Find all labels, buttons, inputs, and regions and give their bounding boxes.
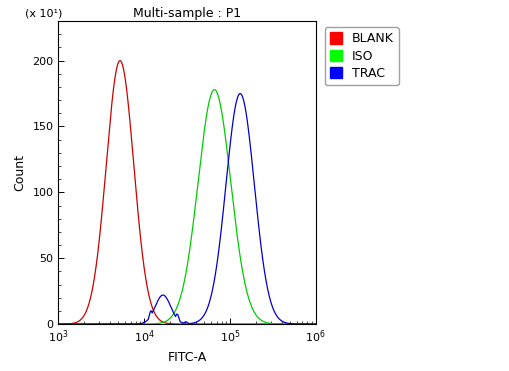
X-axis label: FITC-A: FITC-A [167,351,207,364]
Legend: BLANK, ISO, TRAC: BLANK, ISO, TRAC [325,27,399,85]
Y-axis label: Count: Count [14,154,26,191]
Title: Multi-sample : P1: Multi-sample : P1 [133,7,241,20]
Text: (x 10¹): (x 10¹) [25,8,62,18]
